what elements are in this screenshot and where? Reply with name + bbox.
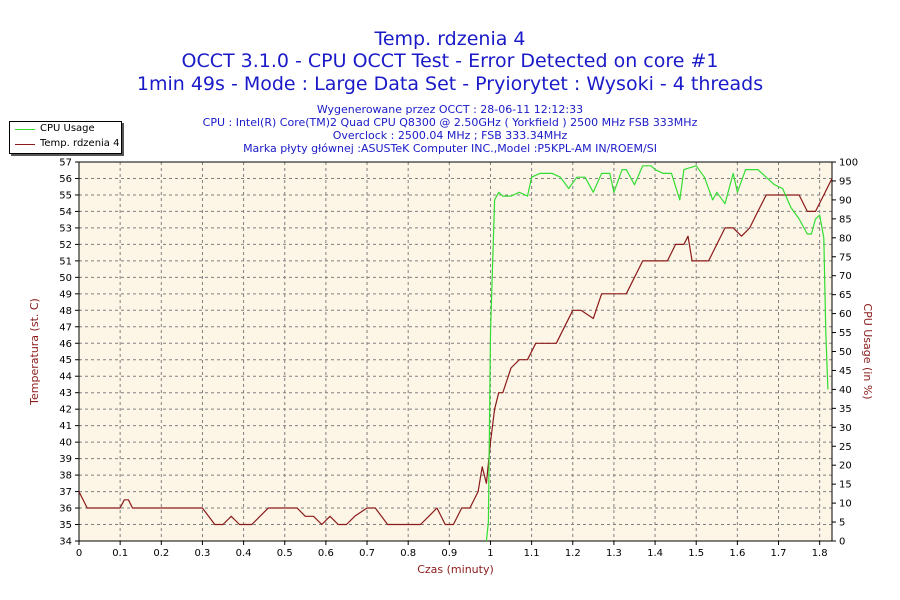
left-tick-label: 39 (59, 454, 72, 465)
right-tick-label: 75 (839, 252, 852, 263)
left-tick-label: 36 (59, 504, 72, 515)
right-tick-label: 45 (839, 366, 852, 377)
left-tick-label: 51 (59, 256, 72, 267)
x-tick-label: 1.3 (606, 548, 622, 559)
right-tick-label: 50 (839, 347, 852, 358)
right-tick-label: 0 (839, 537, 845, 548)
x-axis-ticks: 0 0.1 0.2 0.3 0.4 0.5 0.6 0.7 0.8 0.9 1 1.1 1.2 1.3 1.… (76, 541, 828, 559)
right-tick-label: 35 (839, 404, 852, 415)
x-tick-label: 0.9 (441, 548, 457, 559)
legend: CPU Usage Temp. rdzenia 4 (9, 121, 122, 154)
legend-label-temp: Temp. rdzenia 4 (40, 138, 120, 149)
x-tick-label: 0.4 (236, 548, 252, 559)
x-tick-label: 0.5 (277, 548, 293, 559)
series-line-temp (78, 178, 833, 526)
plot-area (79, 162, 832, 541)
left-tick-label: 37 (59, 487, 72, 498)
right-tick-label: 95 (839, 176, 852, 187)
x-tick-label: 1.1 (524, 548, 540, 559)
right-tick-label: 40 (839, 385, 852, 396)
x-tick-label: 0.7 (359, 548, 375, 559)
left-axis-ticks: 34 35 36 37 38 39 40 41 42 43 44 45 46 47 48 49 50 51 52 53… (59, 158, 79, 548)
legend-label-cpu: CPU Usage (40, 123, 95, 134)
x-tick-label: 0.1 (112, 548, 128, 559)
left-tick-label: 45 (59, 355, 72, 366)
right-tick-label: 25 (839, 442, 852, 453)
x-tick-label: 1.7 (771, 548, 787, 559)
x-tick-label: 1 (487, 548, 493, 559)
right-tick-label: 20 (839, 461, 852, 472)
left-tick-label: 43 (59, 388, 72, 399)
chart-subtitle-mode: 1min 49s - Mode : Large Data Set - Pryio… (136, 73, 764, 95)
x-tick-label: 1.6 (729, 548, 745, 559)
right-axis-label: CPU Usage (in %) (861, 303, 874, 399)
left-tick-label: 34 (59, 537, 72, 548)
x-tick-label: 1.2 (565, 548, 581, 559)
left-axis-label: Temperatura (st. C) (28, 298, 41, 406)
left-tick-label: 54 (59, 207, 72, 218)
chart-subtitle-test: OCCT 3.1.0 - CPU OCCT Test - Error Detec… (181, 50, 719, 72)
chart-title: Temp. rdzenia 4 (374, 28, 526, 50)
right-tick-label: 100 (839, 158, 858, 169)
right-tick-label: 30 (839, 423, 852, 434)
info-motherboard: Marka płyty głównej :ASUSTeK Computer IN… (243, 142, 657, 155)
left-tick-label: 56 (59, 174, 72, 185)
x-tick-label: 0.3 (194, 548, 210, 559)
left-tick-label: 49 (59, 289, 72, 300)
x-tick-label: 0.6 (318, 548, 334, 559)
right-tick-label: 55 (839, 328, 852, 339)
left-tick-label: 48 (59, 306, 72, 317)
left-tick-label: 53 (59, 223, 72, 234)
x-tick-label: 1.4 (647, 548, 663, 559)
left-tick-label: 50 (59, 273, 72, 284)
x-tick-label: 0.8 (400, 548, 416, 559)
left-tick-label: 41 (59, 421, 72, 432)
left-tick-label: 35 (59, 520, 72, 531)
info-generated: Wygenerowane przez OCCT : 28-06-11 12:12… (316, 103, 584, 116)
x-tick-label: 1.8 (812, 548, 828, 559)
right-tick-label: 65 (839, 290, 852, 301)
legend-swatch-temp (15, 144, 35, 145)
right-tick-label: 70 (839, 271, 852, 282)
right-tick-label: 60 (839, 309, 852, 320)
x-tick-label: 1.5 (688, 548, 704, 559)
left-tick-label: 52 (59, 240, 72, 251)
legend-item-cpu: CPU Usage (10, 122, 121, 137)
right-tick-label: 90 (839, 195, 852, 206)
left-tick-label: 42 (59, 405, 72, 416)
right-tick-label: 5 (839, 518, 845, 529)
right-tick-label: 10 (839, 499, 852, 510)
left-tick-label: 47 (59, 322, 72, 333)
right-tick-label: 80 (839, 233, 852, 244)
info-cpu: CPU : Intel(R) Core(TM)2 Quad CPU Q8300 … (202, 116, 698, 129)
series-line-cpu (485, 165, 829, 542)
left-tick-label: 46 (59, 339, 72, 350)
x-axis-label: Czas (minuty) (417, 563, 494, 576)
left-tick-label: 57 (59, 158, 72, 169)
right-axis-ticks: 0 5 10 15 20 25 30 35 40 45 50 55 60 65 70 75 80 85 90 95 10… (832, 158, 858, 548)
info-overclock: Overclock : 2500.04 MHz ; FSB 333.34MHz (332, 129, 568, 142)
x-tick-label: 0 (76, 548, 82, 559)
legend-item-temp: Temp. rdzenia 4 (10, 137, 121, 152)
right-tick-label: 15 (839, 480, 852, 491)
legend-swatch-cpu (15, 129, 35, 130)
left-tick-label: 44 (59, 372, 72, 383)
x-tick-label: 0.2 (153, 548, 169, 559)
right-tick-label: 85 (839, 214, 852, 225)
series-lines (78, 165, 833, 542)
left-tick-label: 40 (59, 438, 72, 449)
left-tick-label: 55 (59, 190, 72, 201)
left-tick-label: 38 (59, 471, 72, 482)
